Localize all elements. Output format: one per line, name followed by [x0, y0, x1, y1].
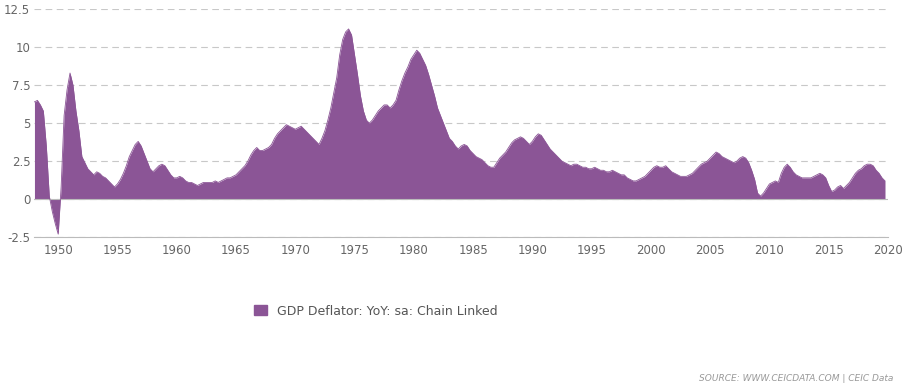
Text: SOURCE: WWW.CEICDATA.COM | CEIC Data: SOURCE: WWW.CEICDATA.COM | CEIC Data	[699, 374, 893, 383]
Legend: GDP Deflator: YoY: sa: Chain Linked: GDP Deflator: YoY: sa: Chain Linked	[254, 305, 497, 317]
